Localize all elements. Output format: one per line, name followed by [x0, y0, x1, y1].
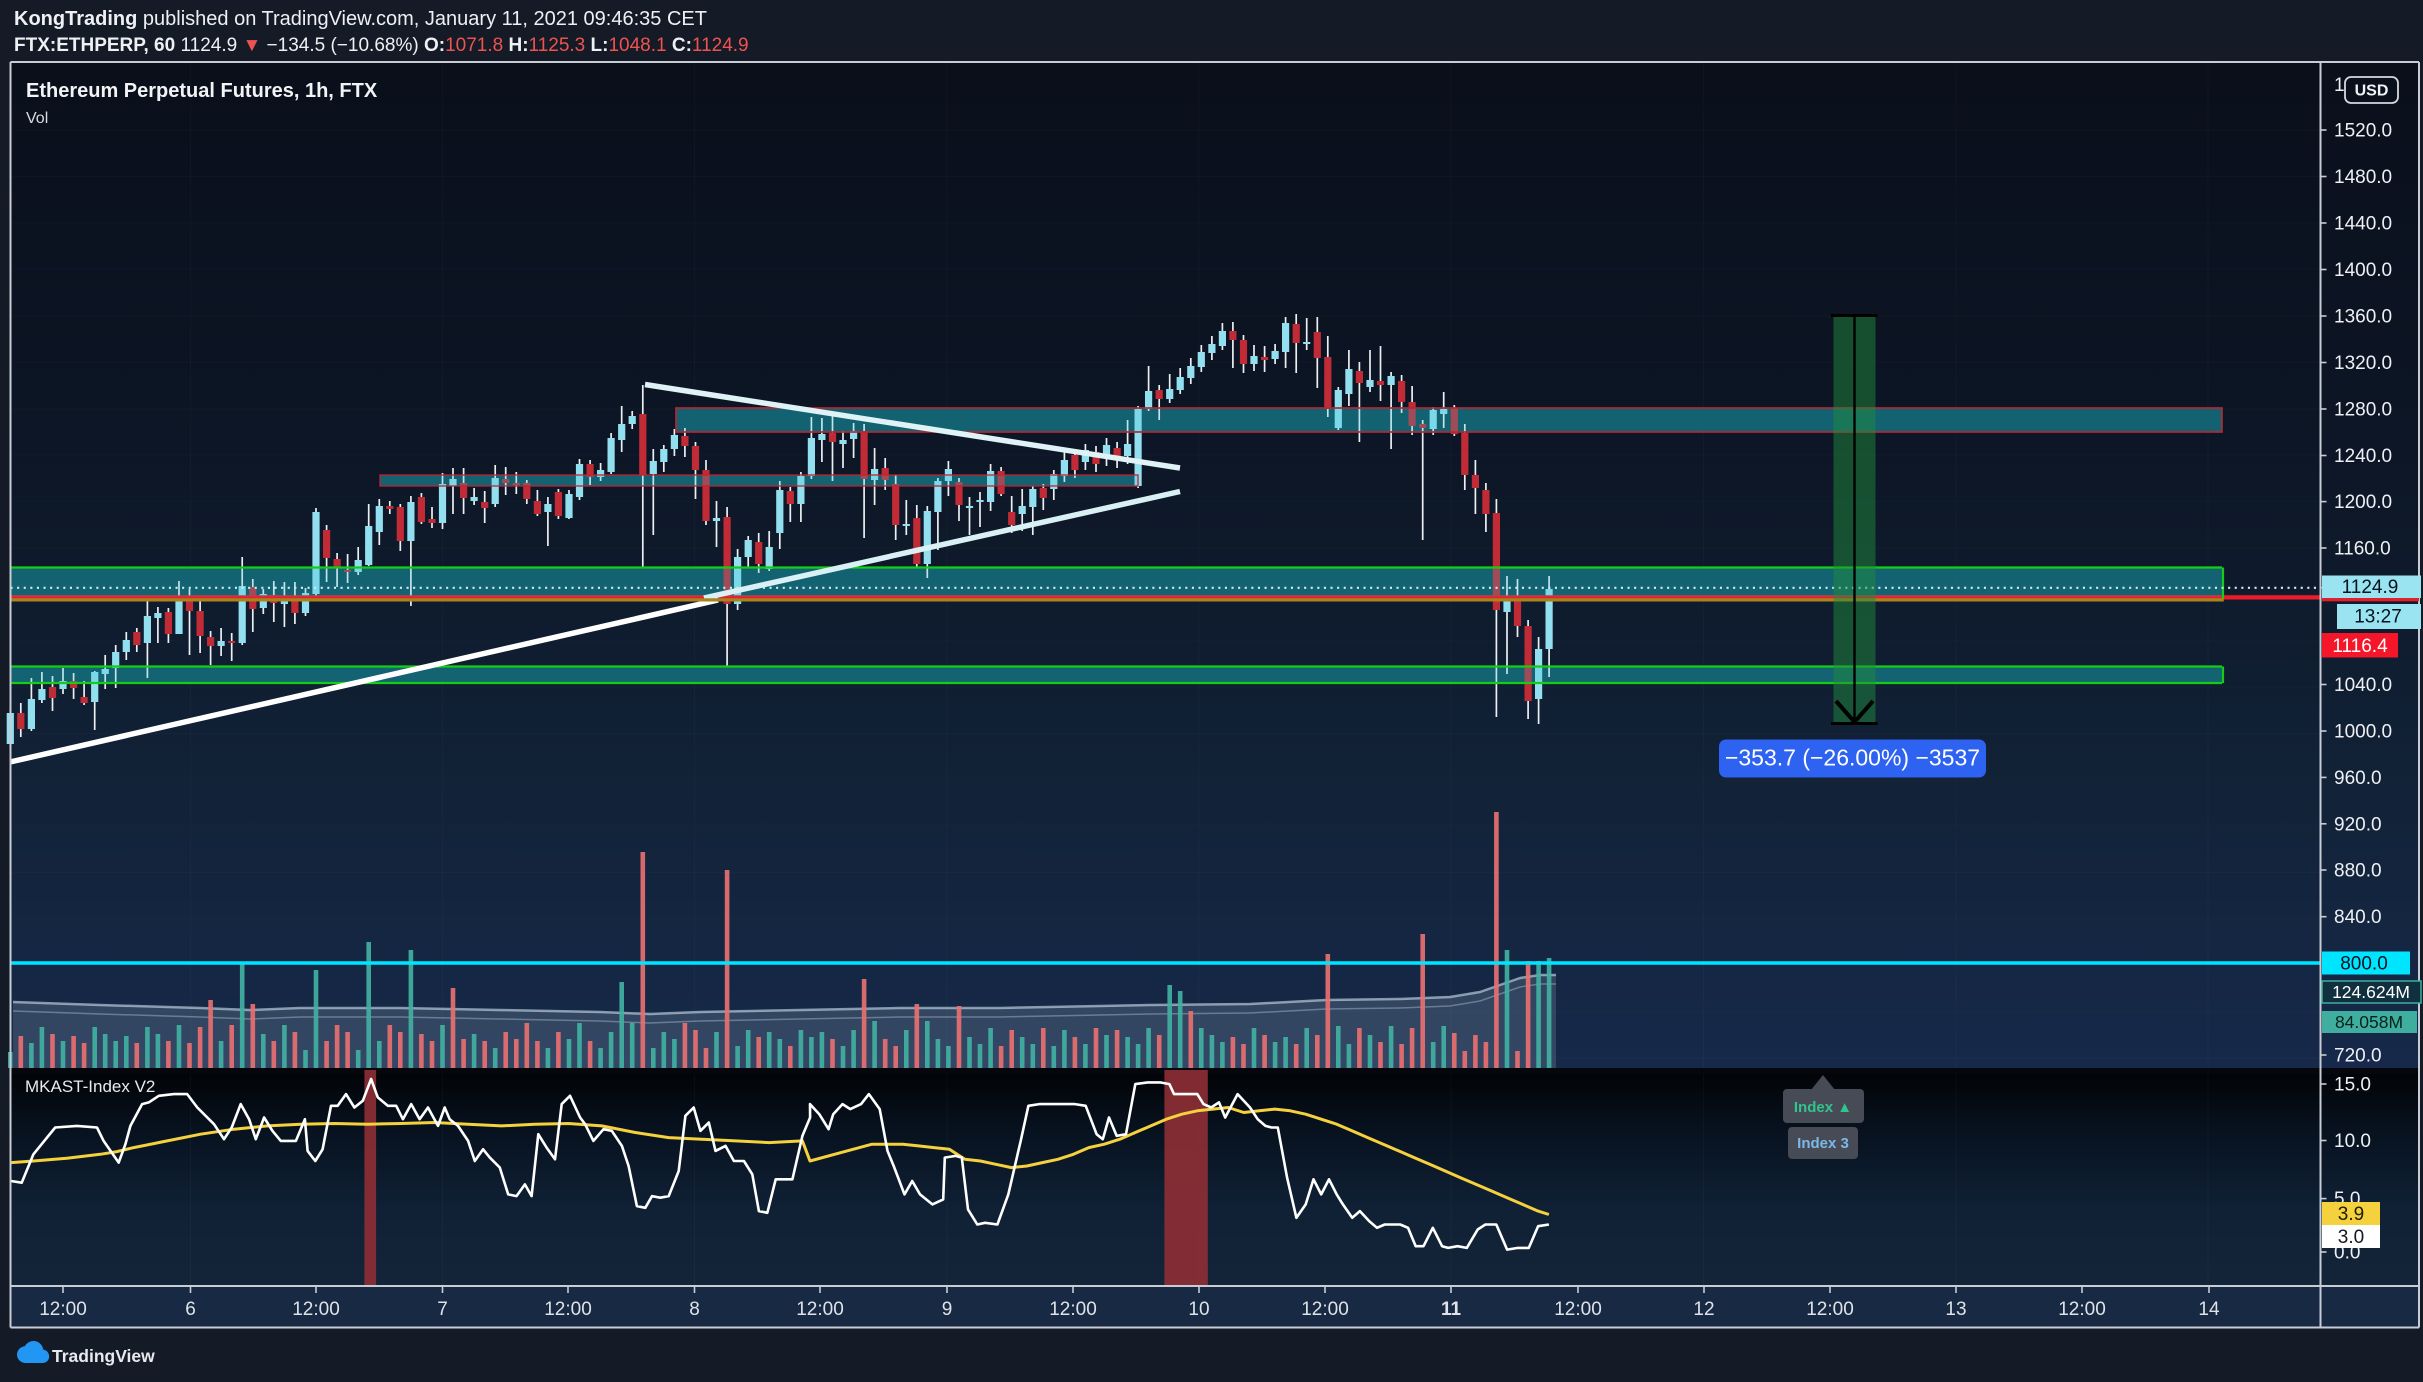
- svg-text:1520.0: 1520.0: [2334, 121, 2392, 142]
- svg-text:KongTrading published on Tradi: KongTrading published on TradingView.com…: [14, 8, 707, 30]
- svg-text:11: 11: [1441, 1299, 1462, 1320]
- svg-text:12:00: 12:00: [292, 1299, 340, 1320]
- svg-text:7: 7: [437, 1299, 448, 1320]
- svg-text:15.0: 15.0: [2334, 1075, 2371, 1096]
- svg-text:12:00: 12:00: [1049, 1299, 1097, 1320]
- svg-text:1116.4: 1116.4: [2332, 636, 2388, 657]
- svg-text:920.0: 920.0: [2334, 814, 2382, 835]
- svg-text:840.0: 840.0: [2334, 907, 2382, 928]
- svg-text:TradingView: TradingView: [52, 1346, 155, 1366]
- svg-text:1480.0: 1480.0: [2334, 167, 2392, 188]
- svg-text:12:00: 12:00: [544, 1299, 592, 1320]
- svg-text:720.0: 720.0: [2334, 1046, 2382, 1067]
- svg-text:960.0: 960.0: [2334, 768, 2382, 789]
- svg-text:1280.0: 1280.0: [2334, 400, 2392, 421]
- svg-text:12:00: 12:00: [39, 1299, 87, 1320]
- svg-text:1000.0: 1000.0: [2334, 722, 2392, 743]
- svg-text:Index 3: Index 3: [1797, 1135, 1849, 1152]
- svg-text:10.0: 10.0: [2334, 1131, 2371, 1152]
- svg-text:Index ▲: Index ▲: [1794, 1099, 1852, 1116]
- svg-text:1040.0: 1040.0: [2334, 675, 2392, 696]
- svg-text:3.0: 3.0: [2338, 1227, 2364, 1248]
- svg-text:12:00: 12:00: [1301, 1299, 1349, 1320]
- svg-text:1160.0: 1160.0: [2334, 539, 2391, 560]
- svg-text:3.9: 3.9: [2338, 1204, 2364, 1225]
- svg-text:Vol: Vol: [26, 110, 48, 127]
- svg-text:1240.0: 1240.0: [2334, 446, 2392, 467]
- svg-text:−353.7 (−26.00%) −3537: −353.7 (−26.00%) −3537: [1725, 745, 1980, 771]
- svg-text:6: 6: [185, 1299, 196, 1320]
- svg-text:MKAST-Index V2: MKAST-Index V2: [25, 1077, 155, 1096]
- svg-text:880.0: 880.0: [2334, 861, 2382, 882]
- svg-text:12:00: 12:00: [2058, 1299, 2106, 1320]
- svg-text:84.058M: 84.058M: [2335, 1012, 2403, 1032]
- svg-text:12:00: 12:00: [1806, 1299, 1854, 1320]
- svg-text:13:27: 13:27: [2354, 607, 2402, 628]
- svg-text:USD: USD: [2355, 83, 2389, 100]
- svg-text:Ethereum Perpetual Futures, 1h: Ethereum Perpetual Futures, 1h, FTX: [26, 80, 378, 102]
- svg-text:12: 12: [1693, 1299, 1714, 1320]
- svg-text:14: 14: [2198, 1299, 2220, 1320]
- svg-text:1400.0: 1400.0: [2334, 260, 2392, 281]
- svg-text:13: 13: [1945, 1299, 1966, 1320]
- svg-text:8: 8: [689, 1299, 700, 1320]
- svg-text:10: 10: [1188, 1299, 1209, 1320]
- svg-text:1320.0: 1320.0: [2334, 353, 2392, 374]
- svg-text:800.0: 800.0: [2340, 954, 2388, 975]
- svg-text:1360.0: 1360.0: [2334, 307, 2392, 328]
- svg-text:12:00: 12:00: [796, 1299, 844, 1320]
- svg-text:FTX:ETHPERP, 60 1124.9 ▼ −134.: FTX:ETHPERP, 60 1124.9 ▼ −134.5 (−10.68%…: [14, 35, 749, 56]
- svg-text:1200.0: 1200.0: [2334, 492, 2392, 513]
- svg-text:1440.0: 1440.0: [2334, 214, 2392, 235]
- svg-text:1: 1: [2334, 75, 2345, 96]
- svg-text:124.624M: 124.624M: [2332, 982, 2410, 1002]
- svg-text:12:00: 12:00: [1554, 1299, 1602, 1320]
- svg-text:9: 9: [942, 1299, 953, 1320]
- svg-text:1124.9: 1124.9: [2342, 577, 2399, 598]
